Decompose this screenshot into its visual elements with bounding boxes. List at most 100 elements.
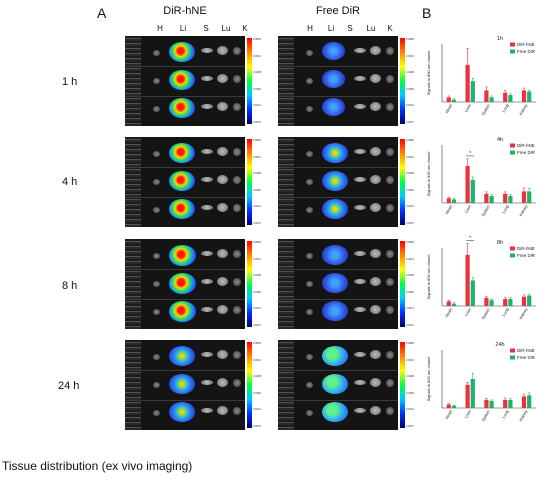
colorbar-tick-label: 0.0641: [406, 257, 414, 261]
organ-signal: [169, 402, 195, 422]
bar-lung-dir-hne: [503, 193, 508, 203]
significance-marker: *: [469, 151, 471, 157]
organ-signal: [153, 281, 160, 287]
x-tick-label: Liver: [463, 102, 472, 113]
organ-signal: [169, 199, 195, 219]
row-divider: [278, 299, 398, 300]
colorbar-tick-label: 0.0213: [253, 205, 261, 209]
organ-signal: [386, 47, 394, 55]
mouse-carcass-strip: [125, 137, 141, 227]
legend-swatch: [510, 143, 515, 148]
colorbar-tick-label: 0.0641: [253, 155, 261, 159]
organ-signal: [201, 177, 213, 182]
organ-signal: [354, 380, 366, 385]
colorbar-tick-label: 0.0884: [406, 342, 414, 345]
colorbar-ticks: 0.0884 0.0641 0.0498 0.0355 0.0213 0.0070: [406, 342, 420, 428]
colorbar-tick-label: 0.0355: [253, 391, 261, 395]
organ-signal: [153, 354, 160, 360]
legend-label: DiR-hNE: [517, 348, 535, 353]
mouse-carcass-strip: [125, 36, 141, 126]
bar-liver-free-dir: [470, 379, 475, 408]
row-divider: [125, 370, 245, 371]
colorbar-tick-label: 0.0641: [253, 358, 261, 362]
chart-title: 8h: [497, 240, 503, 246]
bar-spleen-dir-hne: [484, 399, 489, 408]
x-tick-label: Spleen: [480, 204, 491, 217]
organ-signal: [354, 48, 366, 53]
bar-lung-free-dir: [508, 196, 513, 203]
organ-signal: [322, 70, 346, 88]
x-tick-label: Liver: [463, 306, 472, 317]
fluorescence-image: [278, 340, 398, 430]
organ-signal: [217, 175, 228, 184]
bar-lung-dir-hne: [503, 92, 508, 102]
organ-signal: [201, 149, 213, 154]
bar-heart-free-dir: [451, 99, 457, 102]
row-divider: [278, 167, 398, 168]
organ-signal: [322, 98, 346, 116]
organ-signal: [370, 102, 381, 111]
organ-signal: [370, 350, 381, 359]
organ-signal: [201, 408, 213, 413]
row-divider: [125, 269, 245, 270]
organ-signal: [370, 147, 381, 156]
time-label-4h: 4 h: [62, 176, 78, 188]
x-tick-label: Kidney: [518, 307, 528, 320]
organ-signal: [233, 306, 241, 314]
organ-signal: [169, 143, 195, 163]
colorbar-tick-label: 0.0498: [253, 375, 261, 379]
x-tick-label: Heart: [444, 306, 454, 318]
organ-signal: [370, 203, 381, 212]
bar-liver-dir-hne: [465, 165, 470, 203]
bar-lung-free-dir: [508, 95, 513, 102]
colorbar-tick-label: 0.0498: [406, 172, 414, 176]
organ-signal: [153, 151, 160, 157]
bar-chart-24h: 24h Signals in 800 nm chanel Heart Liver Spl…: [426, 342, 536, 422]
figure-caption: Tissue distribution (ex vivo imaging): [2, 459, 193, 473]
row-divider: [125, 66, 245, 67]
x-tick-label: Heart: [444, 102, 454, 114]
organ-signal: [153, 106, 160, 112]
organ-signal: [233, 250, 241, 258]
panel-label-b: B: [422, 5, 432, 21]
organ-signal: [233, 379, 241, 387]
organ-signal: [354, 352, 366, 357]
group-title-free-dir: Free DiR: [315, 5, 360, 17]
organ-signal: [306, 354, 313, 360]
organ-signal: [233, 407, 241, 415]
organ-signal: [370, 175, 381, 184]
x-tick-label: Heart: [444, 203, 454, 215]
bar-chart-4h: 4h Signals in 800 nm chanel Heart Liver Sple…: [426, 137, 536, 217]
legend-swatch: [510, 355, 515, 360]
legend-label: DiR-hNE: [517, 42, 535, 47]
fluorescence-image: [278, 239, 398, 329]
row-divider: [278, 197, 398, 198]
colorbar-ticks: 0.0884 0.0641 0.0498 0.0355 0.0213 0.0070: [406, 241, 420, 327]
legend-label: Free DiR: [517, 355, 536, 360]
mouse-carcass-strip: [125, 340, 141, 430]
organ-signal: [217, 378, 228, 387]
x-tick-label: Kidney: [518, 204, 528, 217]
colorbar-tick-label: 0.0884: [253, 342, 261, 345]
bar-lung-free-dir: [508, 299, 513, 306]
organ-signal: [354, 279, 366, 284]
organ-signal: [217, 305, 228, 314]
row-divider: [125, 167, 245, 168]
panel-label-a: A: [97, 5, 107, 21]
x-tick-label: Liver: [463, 408, 472, 419]
organ-signal: [370, 378, 381, 387]
colorbar-tick-label: 0.0070: [253, 120, 261, 124]
organ-signal: [233, 148, 241, 156]
time-label-24h: 24 h: [58, 380, 80, 392]
organ-signal: [153, 410, 160, 416]
legend-label: Free DiR: [517, 150, 536, 155]
colorbar: [247, 38, 252, 124]
organ-signal: [386, 148, 394, 156]
x-tick-label: Spleen: [480, 103, 491, 116]
organ-signal: [217, 46, 228, 55]
colorbar-tick-label: 0.0498: [406, 375, 414, 379]
organ-signal: [322, 402, 348, 422]
bar-lung-free-dir: [508, 399, 513, 408]
organ-signal: [370, 249, 381, 258]
organ-signal: [233, 75, 241, 83]
